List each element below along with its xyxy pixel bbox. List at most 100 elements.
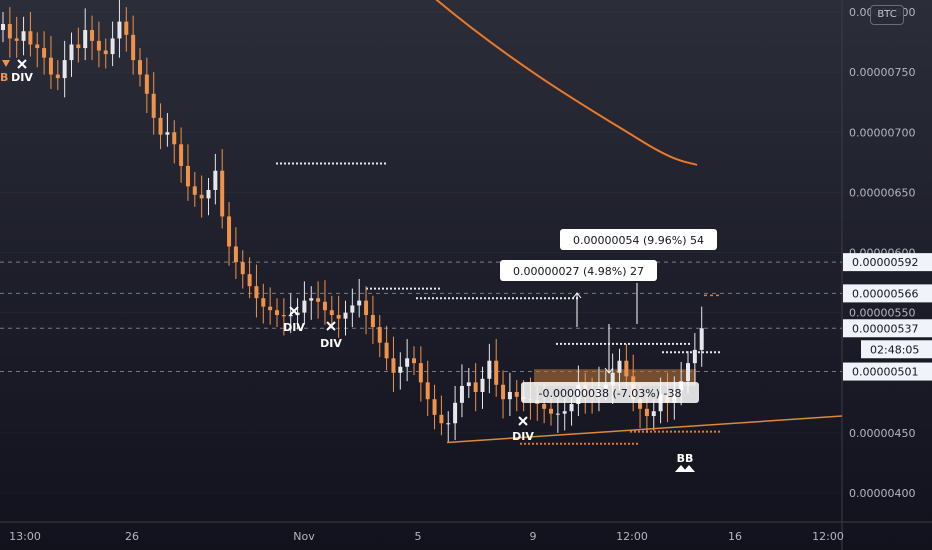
time-axis[interactable]: 13:00 26 Nov 5 9 12:00 16 12:00 bbox=[9, 530, 844, 543]
divergence-cross-icon bbox=[326, 321, 336, 331]
price-axis[interactable]: 0.000008000.000007500.000007000.00000650… bbox=[849, 6, 915, 500]
candle-body bbox=[638, 399, 643, 409]
price-tag-label: 0.00000501 bbox=[852, 366, 918, 379]
candle-body bbox=[617, 360, 622, 373]
candle-body bbox=[555, 413, 560, 415]
candle-body bbox=[398, 366, 403, 373]
candle-body bbox=[261, 298, 266, 307]
candle-body bbox=[247, 274, 252, 287]
candle-body bbox=[644, 408, 649, 417]
demand-zone bbox=[534, 369, 696, 386]
candle-body bbox=[432, 399, 437, 415]
divergence-cross-icon bbox=[289, 306, 299, 316]
candle-body bbox=[110, 38, 115, 55]
candle-body bbox=[165, 132, 170, 135]
candle-body bbox=[35, 44, 40, 49]
candle-body bbox=[69, 44, 74, 61]
price-tag-box bbox=[843, 362, 932, 381]
candle-body bbox=[480, 378, 485, 392]
measure-labels[interactable]: 0.00000054 (9.96%) 54 0.00000027 (4.98%) … bbox=[500, 229, 717, 403]
candle-body bbox=[651, 411, 656, 417]
candle-body bbox=[124, 21, 129, 35]
candle-body bbox=[384, 342, 389, 359]
candle-body bbox=[90, 30, 95, 41]
candle-body bbox=[494, 360, 499, 385]
candle-body bbox=[309, 298, 314, 301]
candle-body bbox=[336, 315, 341, 319]
price-tag-label: 0.00000566 bbox=[852, 287, 918, 300]
candle-body bbox=[62, 60, 67, 79]
divergence-cross-icon bbox=[17, 59, 27, 69]
time-tick-label: 9 bbox=[530, 530, 537, 543]
divergence-label: DIV bbox=[320, 337, 342, 350]
candle-body bbox=[329, 310, 334, 316]
arrow-head-icon bbox=[604, 367, 614, 374]
candle-body bbox=[699, 328, 704, 350]
price-tag-box bbox=[843, 319, 932, 338]
candle-body bbox=[144, 74, 149, 94]
time-tick-label: 16 bbox=[728, 530, 742, 543]
candle-body bbox=[42, 48, 47, 58]
divergence-label: DIV bbox=[11, 71, 33, 84]
candle-body bbox=[370, 315, 375, 328]
price-tick-label: 0.00000400 bbox=[849, 487, 915, 500]
price-tags: 0.00000592 0.00000566 0.00000537 0.00000501… bbox=[843, 253, 932, 381]
candle-body bbox=[199, 194, 204, 199]
candle-body bbox=[610, 372, 615, 385]
candle-body bbox=[412, 358, 416, 364]
time-tick-label: 12:00 bbox=[616, 530, 648, 543]
candle-body bbox=[569, 404, 574, 412]
candle-body bbox=[240, 262, 245, 275]
candle-body bbox=[28, 31, 33, 45]
candle-body bbox=[487, 360, 492, 379]
price-level-lines bbox=[0, 162, 842, 445]
price-tick-label: 0.00000550 bbox=[849, 307, 915, 320]
candle-body bbox=[206, 189, 211, 199]
price-tick-label: 0.00000750 bbox=[849, 66, 915, 79]
candle-body bbox=[55, 74, 60, 79]
candle-body bbox=[350, 305, 355, 313]
price-tick-label: 0.00000700 bbox=[849, 126, 915, 139]
price-tick-label: 0.00000650 bbox=[849, 186, 915, 199]
candle-body bbox=[549, 408, 553, 414]
candle-body bbox=[439, 414, 444, 424]
candle-body bbox=[117, 21, 122, 39]
moving-average-line bbox=[435, 0, 698, 166]
candle-body bbox=[562, 411, 567, 414]
price-tag-label: 0.00000592 bbox=[852, 256, 918, 269]
currency-button[interactable]: BTC bbox=[870, 5, 904, 25]
candle-body bbox=[405, 358, 410, 367]
candle-body bbox=[446, 423, 451, 425]
candle-body bbox=[514, 391, 519, 397]
measure-box-short-text: 0.00000027 (4.98%) 27 bbox=[513, 265, 644, 278]
candle-body bbox=[158, 117, 163, 135]
candle-body bbox=[96, 40, 101, 51]
candle-body bbox=[453, 402, 458, 424]
measure-box-long-text: 0.00000054 (9.96%) 54 bbox=[573, 234, 704, 247]
candle-body bbox=[501, 384, 506, 400]
candle-body bbox=[364, 300, 369, 316]
divergence-label: DIV bbox=[283, 321, 305, 334]
candle-body bbox=[21, 31, 26, 41]
bb-down-triangle-icon bbox=[2, 60, 10, 67]
candle-body bbox=[377, 327, 382, 343]
candle-body bbox=[507, 391, 512, 400]
candle-body bbox=[459, 385, 464, 403]
candle-body bbox=[103, 50, 108, 55]
measure-box-drop-text: -0.00000038 (-7.03%) -38 bbox=[539, 387, 682, 400]
candle-body bbox=[624, 360, 629, 377]
candle-body bbox=[281, 315, 286, 317]
candle-body bbox=[316, 298, 321, 302]
candle-body bbox=[302, 300, 307, 313]
time-tick-label: 12:00 bbox=[812, 530, 844, 543]
candle-body bbox=[1, 24, 5, 31]
candle-body bbox=[185, 165, 190, 187]
measure-box-short bbox=[500, 260, 657, 281]
trend-line bbox=[446, 415, 843, 444]
candle-body bbox=[179, 144, 184, 166]
bb-up-triangle-icon bbox=[675, 465, 695, 472]
candle-body bbox=[76, 44, 81, 49]
candle-body bbox=[692, 349, 697, 364]
